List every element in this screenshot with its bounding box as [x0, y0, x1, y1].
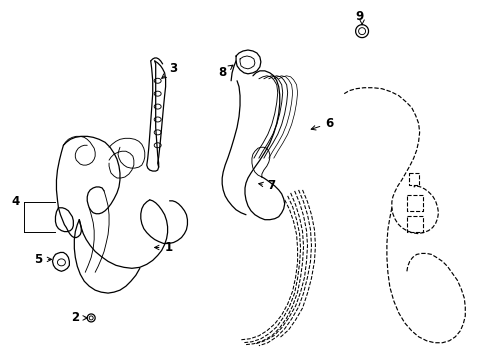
- Text: 7: 7: [258, 179, 275, 193]
- Text: 1: 1: [154, 241, 172, 254]
- Text: 2: 2: [71, 311, 87, 324]
- Text: 3: 3: [162, 62, 177, 78]
- Text: 6: 6: [310, 117, 333, 130]
- Text: 5: 5: [35, 253, 52, 266]
- Text: 8: 8: [218, 65, 232, 79]
- Text: 9: 9: [354, 10, 363, 23]
- Text: 4: 4: [12, 195, 20, 208]
